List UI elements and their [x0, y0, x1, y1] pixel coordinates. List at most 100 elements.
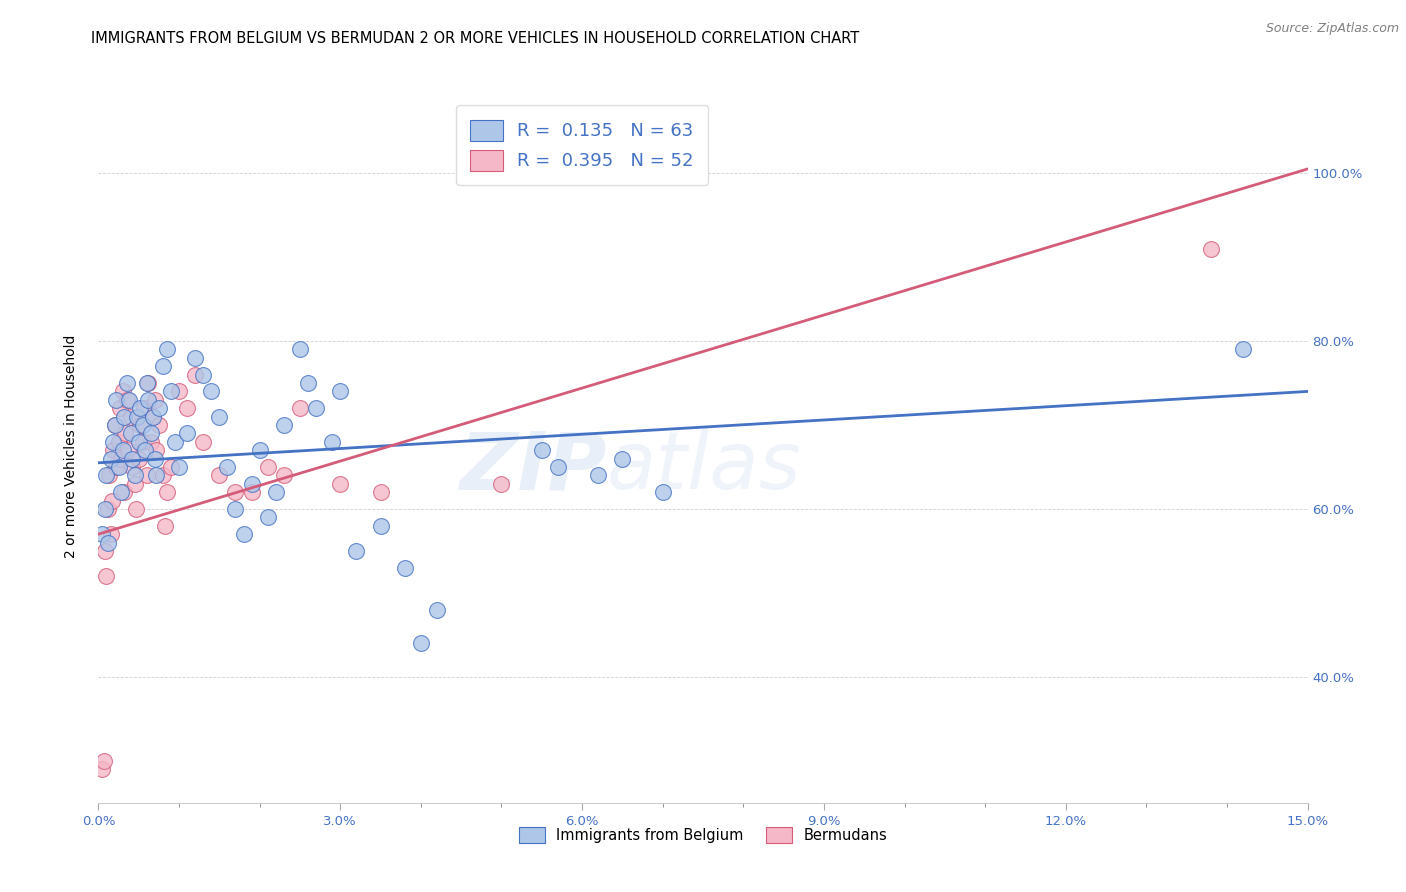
Point: [256, 460, 278, 475]
Point: [547, 460, 569, 475]
Point: [132, 434, 155, 449]
Point: [530, 443, 553, 458]
Point: [114, 426, 136, 441]
Point: [100, 451, 122, 466]
Point: [256, 510, 278, 524]
Point: [101, 443, 124, 458]
Point: [124, 468, 146, 483]
Point: [217, 460, 239, 475]
Point: [111, 384, 134, 399]
Point: [297, 376, 319, 390]
Point: [143, 451, 166, 466]
Point: [121, 451, 143, 466]
Point: [111, 443, 134, 458]
Point: [120, 409, 142, 424]
Point: [103, 417, 125, 432]
Point: [224, 485, 246, 500]
Point: [184, 351, 207, 365]
Point: [394, 560, 416, 574]
Point: [129, 401, 152, 416]
Point: [1232, 343, 1254, 357]
Point: [160, 384, 183, 399]
Point: [264, 485, 287, 500]
Point: [138, 376, 160, 390]
Point: [139, 434, 162, 449]
Point: [176, 426, 198, 441]
Point: [108, 401, 131, 416]
Point: [1199, 242, 1222, 256]
Point: [305, 401, 328, 416]
Point: [370, 485, 392, 500]
Point: [135, 468, 157, 483]
Point: [101, 493, 124, 508]
Point: [167, 384, 190, 399]
Point: [184, 368, 207, 382]
Point: [105, 392, 128, 407]
Point: [409, 636, 432, 650]
Text: atlas: atlas: [606, 428, 801, 507]
Point: [117, 443, 139, 458]
Point: [156, 485, 179, 500]
Point: [208, 409, 231, 424]
Point: [142, 409, 165, 424]
Point: [96, 468, 118, 483]
Point: [125, 502, 148, 516]
Point: [138, 392, 160, 407]
Point: [96, 569, 118, 583]
Point: [148, 417, 170, 432]
Point: [153, 518, 176, 533]
Point: [232, 527, 254, 541]
Text: Source: ZipAtlas.com: Source: ZipAtlas.com: [1265, 22, 1399, 36]
Text: IMMIGRANTS FROM BELGIUM VS BERMUDAN 2 OR MORE VEHICLES IN HOUSEHOLD CORRELATION : IMMIGRANTS FROM BELGIUM VS BERMUDAN 2 OR…: [91, 31, 859, 46]
Point: [321, 434, 343, 449]
Point: [344, 544, 367, 558]
Point: [167, 460, 190, 475]
Y-axis label: 2 or more Vehicles in Household: 2 or more Vehicles in Household: [63, 334, 77, 558]
Point: [193, 368, 215, 382]
Point: [152, 468, 174, 483]
Point: [491, 476, 513, 491]
Point: [329, 384, 352, 399]
Point: [586, 468, 609, 483]
Point: [273, 417, 295, 432]
Point: [224, 502, 246, 516]
Point: [142, 409, 165, 424]
Point: [127, 409, 149, 424]
Point: [97, 468, 120, 483]
Point: [120, 426, 142, 441]
Point: [110, 451, 132, 466]
Point: [145, 468, 167, 483]
Point: [240, 485, 263, 500]
Point: [107, 434, 129, 449]
Point: [112, 409, 135, 424]
Point: [94, 502, 117, 516]
Point: [118, 392, 141, 407]
Point: [651, 485, 673, 500]
Point: [163, 434, 186, 449]
Point: [160, 460, 183, 475]
Point: [91, 762, 114, 776]
Point: [110, 485, 132, 500]
Point: [148, 401, 170, 416]
Point: [124, 476, 146, 491]
Point: [121, 460, 143, 475]
Point: [134, 443, 156, 458]
Point: [152, 359, 174, 374]
Text: ZIP: ZIP: [458, 428, 606, 507]
Point: [107, 460, 129, 475]
Point: [139, 426, 162, 441]
Point: [193, 434, 215, 449]
Point: [129, 417, 152, 432]
Point: [208, 468, 231, 483]
Point: [115, 376, 138, 390]
Point: [115, 392, 138, 407]
Point: [156, 343, 179, 357]
Point: [288, 343, 311, 357]
Point: [273, 468, 295, 483]
Point: [176, 401, 198, 416]
Point: [91, 527, 114, 541]
Point: [143, 392, 166, 407]
Point: [93, 754, 115, 768]
Point: [128, 451, 150, 466]
Point: [94, 544, 117, 558]
